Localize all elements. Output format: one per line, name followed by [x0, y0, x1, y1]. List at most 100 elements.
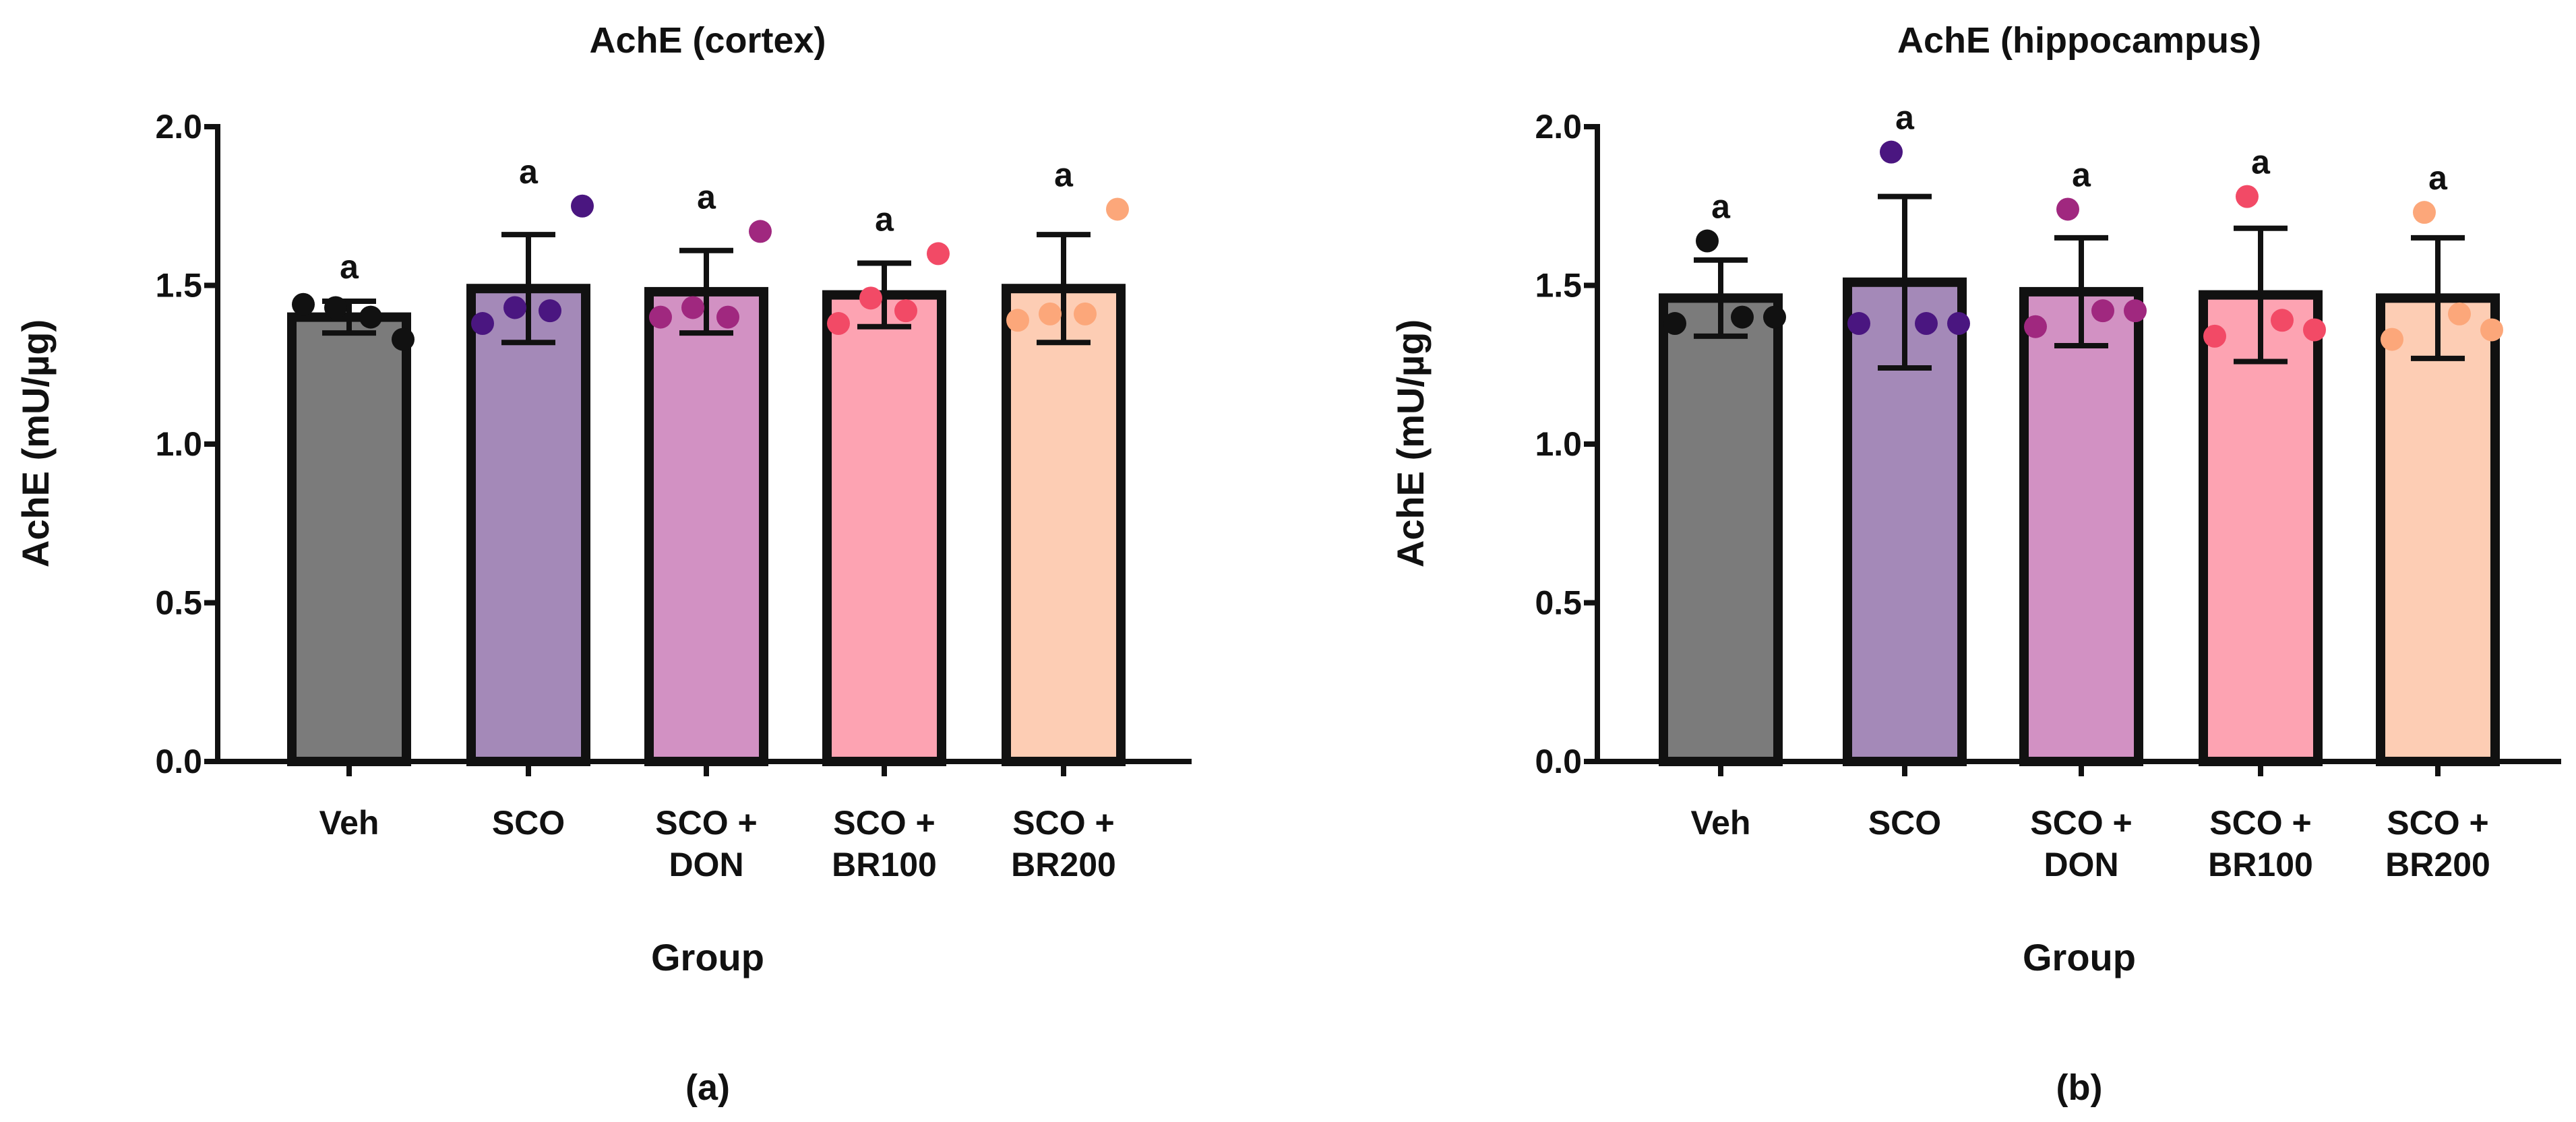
data-point	[2236, 185, 2259, 208]
data-point	[2303, 318, 2326, 342]
data-point	[471, 312, 494, 336]
x-tick-label-line: SCO +	[1012, 804, 1114, 842]
data-point	[503, 296, 526, 319]
data-point	[2091, 299, 2114, 323]
x-axis-title: Group	[651, 936, 764, 978]
significance-label: a	[1054, 156, 1074, 193]
bar	[1659, 293, 1783, 766]
data-point	[539, 299, 561, 323]
data-point	[2056, 197, 2079, 221]
data-point	[392, 328, 415, 351]
data-point	[324, 296, 347, 319]
data-point	[927, 242, 950, 266]
data-point	[292, 292, 315, 316]
data-point	[894, 299, 917, 323]
x-tick-label: SCO	[1868, 804, 1941, 842]
significance-label: a	[1711, 188, 1731, 226]
data-point	[1915, 312, 1938, 336]
significance-label: a	[1895, 99, 1915, 137]
y-tick-label: 2.0	[155, 108, 202, 146]
data-point	[2480, 318, 2503, 342]
data-point	[859, 286, 882, 310]
significance-label: a	[875, 200, 894, 238]
plot-area: a a a a a 0.0 0.5 1.0 1.5 2.0 Veh SCO SCO + DON SCO + B…	[1535, 99, 2561, 883]
x-tick-label: SCO + DON	[2030, 804, 2132, 883]
bar	[466, 284, 590, 766]
y-tick-label: 1.5	[1535, 267, 1582, 305]
x-tick-label: SCO + BR200	[1011, 804, 1116, 883]
significance-label: a	[340, 248, 359, 286]
y-tick-label: 1.0	[155, 425, 202, 463]
data-point	[1763, 305, 1786, 329]
bar	[2199, 290, 2323, 766]
x-tick-label-line: SCO	[1868, 804, 1941, 842]
significance-label: a	[2428, 159, 2448, 197]
x-tick-label: SCO + DON	[655, 804, 757, 883]
y-tick-label: 2.0	[1535, 108, 1582, 146]
data-point	[359, 305, 382, 329]
data-point	[2448, 302, 2471, 325]
data-point	[1106, 197, 1129, 221]
data-point	[1006, 309, 1029, 332]
y-axis-title: AchE (mU/µg)	[1389, 319, 1432, 567]
data-point	[2381, 328, 2403, 351]
x-tick-label: SCO + BR200	[2385, 804, 2490, 883]
y-tick-label: 1.5	[155, 267, 202, 305]
x-tick-label: Veh	[1691, 804, 1751, 842]
x-tick-label-line: BR100	[832, 846, 937, 883]
x-tick-label: Veh	[319, 804, 379, 842]
data-point	[2203, 324, 2226, 348]
data-point	[1696, 229, 1719, 253]
panel-label: (b)	[2056, 1067, 2103, 1108]
x-tick-label: SCO	[492, 804, 565, 842]
chart-panel-hippocampus: AchE (hippocampus) AchE (mU/µg) Group (b…	[1389, 20, 2561, 1108]
data-point	[681, 296, 704, 319]
x-tick-label: SCO + BR100	[2208, 804, 2313, 883]
x-tick-label-line: DON	[669, 846, 743, 883]
data-point	[716, 305, 739, 329]
bar	[1002, 284, 1126, 766]
bar	[2019, 286, 2143, 767]
x-axis-title: Group	[2023, 936, 2136, 978]
data-point	[1039, 302, 1062, 325]
x-tick-label-line: SCO +	[833, 804, 935, 842]
y-tick-label: 0.0	[155, 743, 202, 780]
significance-label: a	[697, 178, 716, 216]
x-tick-label-line: BR100	[2208, 846, 2313, 883]
significance-label: a	[2072, 156, 2091, 193]
x-tick-label-line: Veh	[1691, 804, 1751, 842]
data-point	[649, 305, 672, 329]
chart-title: AchE (cortex)	[589, 20, 826, 61]
x-tick-label-line: SCO +	[2030, 804, 2132, 842]
y-tick-label: 0.5	[155, 584, 202, 622]
chart-panel-cortex: AchE (cortex) AchE (mU/µg) Group (a) a a a…	[14, 20, 1192, 1108]
x-tick-label: SCO + BR100	[832, 804, 937, 883]
x-tick-label-line: BR200	[2385, 846, 2490, 883]
data-point	[1074, 302, 1097, 325]
x-tick-label-line: Veh	[319, 804, 379, 842]
x-tick-label-line: SCO +	[2387, 804, 2488, 842]
bar	[822, 290, 946, 766]
x-tick-label-line: SCO	[492, 804, 565, 842]
y-tick-label: 0.0	[1535, 743, 1582, 780]
data-point	[1947, 312, 1970, 336]
significance-label: a	[519, 153, 539, 191]
y-tick-label: 1.0	[1535, 425, 1582, 463]
bar	[287, 312, 411, 767]
x-tick-label-line: SCO +	[655, 804, 757, 842]
data-point	[2271, 309, 2294, 332]
x-tick-label-line: DON	[2044, 846, 2118, 883]
data-point	[2413, 201, 2436, 224]
data-point	[2024, 315, 2047, 338]
data-point	[1847, 312, 1870, 336]
data-point	[571, 194, 594, 218]
data-point	[749, 220, 772, 243]
y-axis-title: AchE (mU/µg)	[14, 319, 57, 567]
data-point	[827, 312, 850, 336]
data-point	[1880, 140, 1903, 164]
data-point	[2124, 299, 2147, 323]
x-tick-label-line: BR200	[1011, 846, 1116, 883]
data-point	[1731, 305, 1754, 329]
data-point	[1663, 312, 1686, 336]
chart-title: AchE (hippocampus)	[1897, 20, 2261, 61]
